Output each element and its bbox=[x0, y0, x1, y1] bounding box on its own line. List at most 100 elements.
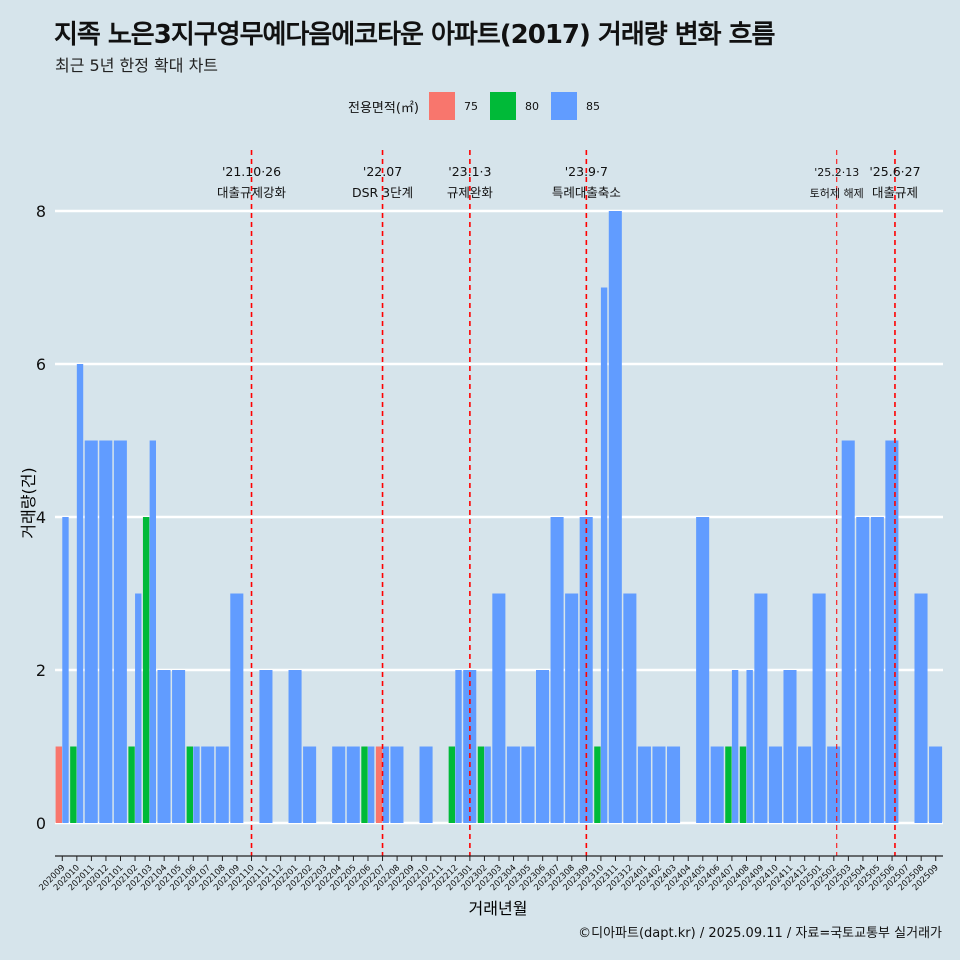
bar-202310-80 bbox=[594, 746, 601, 823]
y-tick-label: 2 bbox=[36, 661, 46, 680]
y-axis-label: 거래량(건) bbox=[19, 467, 38, 538]
bar-202504-85 bbox=[856, 517, 870, 823]
y-axis: 0 2 4 6 8 bbox=[36, 202, 46, 833]
bar-202508-85 bbox=[914, 593, 928, 823]
bar-202402-85 bbox=[652, 746, 666, 823]
event-date: '21.10·26 bbox=[222, 164, 281, 179]
bar-202302-80 bbox=[477, 746, 485, 823]
bars bbox=[55, 211, 943, 823]
legend: 전용면적(㎡) 75 80 85 bbox=[0, 92, 960, 120]
bar-202108-85 bbox=[215, 746, 229, 823]
event-label: 특례대출축소 bbox=[552, 185, 621, 200]
y-tick-label: 6 bbox=[36, 355, 46, 374]
chart-subtitle: 최근 5년 한정 확대 차트 bbox=[55, 56, 219, 75]
legend-item-80: 80 bbox=[489, 92, 539, 120]
bar-202010-85 bbox=[76, 364, 84, 823]
bar-202312-85 bbox=[623, 593, 637, 823]
bar-202302-85 bbox=[484, 746, 491, 823]
bar-202503-85 bbox=[841, 440, 855, 823]
bar-202401-85 bbox=[637, 746, 651, 823]
legend-swatch-75 bbox=[428, 92, 455, 120]
event-label: 규제완화 bbox=[447, 185, 494, 200]
bar-202109-85 bbox=[230, 593, 244, 823]
bar-202201-85 bbox=[288, 670, 302, 823]
bar-202505-85 bbox=[870, 517, 884, 823]
x-axis: 2020092020102020112020122021012021022021… bbox=[37, 855, 943, 893]
legend-label-80: 80 bbox=[524, 99, 539, 113]
bar-202206-85 bbox=[367, 746, 375, 823]
legend-item-85: 85 bbox=[550, 92, 600, 120]
event-date: '23.1·3 bbox=[448, 164, 491, 179]
bar-202411-85 bbox=[783, 670, 797, 823]
bar-202104-85 bbox=[157, 670, 171, 823]
bar-202501-85 bbox=[812, 593, 826, 823]
bar-202305-85 bbox=[521, 746, 535, 823]
bar-202409-85 bbox=[754, 593, 768, 823]
bar-202010-80 bbox=[70, 746, 77, 823]
bar-202408-85 bbox=[746, 670, 753, 823]
bar-202407-80 bbox=[725, 746, 732, 823]
legend-title: 전용면적(㎡) bbox=[348, 100, 419, 116]
bar-202307-85 bbox=[550, 517, 564, 823]
event-markers: '21.10·26 대출규제강화 '22.07 DSR 3단계 '23.1·3 규제완화 '… bbox=[217, 150, 921, 856]
bar-202205-85 bbox=[346, 746, 360, 823]
bar-202111-85 bbox=[259, 670, 273, 823]
bar-202410-85 bbox=[768, 746, 782, 823]
bar-202106-85 bbox=[193, 746, 200, 823]
bar-202509-85 bbox=[929, 746, 943, 823]
bar-202310-85 bbox=[600, 287, 608, 823]
bar-202207-85 bbox=[382, 746, 389, 823]
legend-swatch-85 bbox=[550, 92, 577, 120]
event-date: '22.07 bbox=[363, 164, 402, 179]
event-label: 대출규제 bbox=[872, 185, 918, 200]
legend-label-85: 85 bbox=[585, 99, 600, 113]
bar-202009-75 bbox=[55, 746, 62, 823]
bar-202210-85 bbox=[419, 746, 433, 823]
bar-202306-85 bbox=[535, 670, 550, 823]
bar-202208-85 bbox=[390, 746, 404, 823]
bar-202309-85 bbox=[579, 517, 593, 823]
bar-202212-80 bbox=[448, 746, 456, 823]
legend-item-75: 75 bbox=[428, 92, 478, 120]
bar-202204-85 bbox=[332, 746, 346, 823]
bar-202311-85 bbox=[608, 211, 622, 823]
source-caption: ©디아파트(dapt.kr) / 2025.09.11 / 자료=국토교통부 실… bbox=[578, 926, 942, 941]
event-date: '25.6·27 bbox=[869, 164, 920, 179]
event-label: 토허제 해제 bbox=[810, 186, 864, 200]
event-date: '25.2·13 bbox=[814, 166, 859, 179]
y-tick-label: 0 bbox=[36, 814, 46, 833]
bar-202102-80 bbox=[128, 746, 135, 823]
bar-202105-85 bbox=[172, 670, 186, 823]
bar-202303-85 bbox=[492, 593, 506, 823]
bar-202107-85 bbox=[201, 746, 215, 823]
bar-202406-85 bbox=[710, 746, 724, 823]
bar-202502-85 bbox=[827, 746, 841, 823]
bar-202103-80 bbox=[142, 517, 150, 823]
bar-202106-80 bbox=[186, 746, 193, 823]
bar-202009-85 bbox=[62, 517, 69, 823]
bar-202407-85 bbox=[731, 670, 739, 823]
event-label: DSR 3단계 bbox=[352, 185, 413, 200]
x-axis-label: 거래년월 bbox=[469, 899, 528, 918]
bar-202212-85 bbox=[455, 670, 462, 823]
y-tick-label: 8 bbox=[36, 202, 46, 221]
legend-swatch-80 bbox=[489, 92, 516, 120]
bar-202206-80 bbox=[361, 746, 368, 823]
bar-202103-85 bbox=[149, 440, 157, 823]
bar-202403-85 bbox=[667, 746, 681, 823]
bar-202012-85 bbox=[99, 440, 113, 823]
event-label: 대출규제강화 bbox=[217, 185, 287, 200]
bar-202207-75 bbox=[375, 746, 383, 823]
bar-202101-85 bbox=[113, 440, 127, 823]
bar-202405-85 bbox=[696, 517, 710, 823]
chart-title: 지족 노은3지구영무예다음에코타운 아파트(2017) 거래량 변화 흐름 bbox=[54, 20, 775, 50]
bar-202011-85 bbox=[84, 440, 98, 823]
bar-202202-85 bbox=[303, 746, 317, 823]
legend-label-75: 75 bbox=[463, 99, 478, 113]
bar-202102-85 bbox=[135, 593, 142, 823]
bar-202506-85 bbox=[885, 440, 899, 823]
event-date: '23.9·7 bbox=[565, 164, 608, 179]
y-tick-label: 4 bbox=[36, 508, 46, 527]
bar-202308-85 bbox=[565, 593, 579, 823]
